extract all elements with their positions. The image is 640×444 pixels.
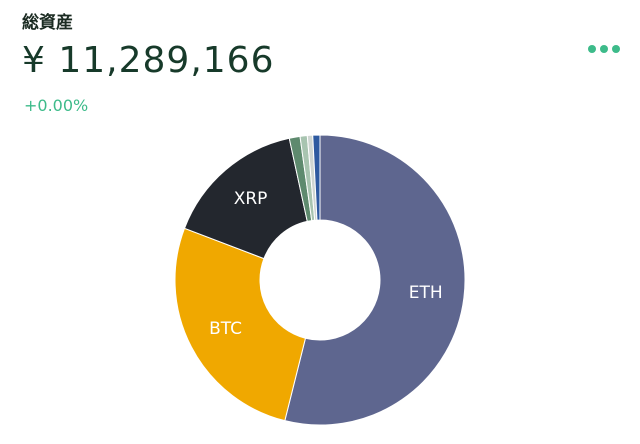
donut-slice <box>174 227 307 422</box>
donut-slice <box>183 137 308 260</box>
slice-label: XRP <box>234 189 268 209</box>
title: 総資産 <box>22 13 73 33</box>
menu-button[interactable] <box>584 38 620 57</box>
donut-slice <box>284 134 466 426</box>
change-rate: +0.00% <box>24 96 89 115</box>
slice-label: ETH <box>409 283 443 303</box>
total-assets: ¥ 11,289,166 <box>22 40 275 81</box>
slice-label: BTC <box>209 319 242 339</box>
donut-slice <box>312 134 321 221</box>
